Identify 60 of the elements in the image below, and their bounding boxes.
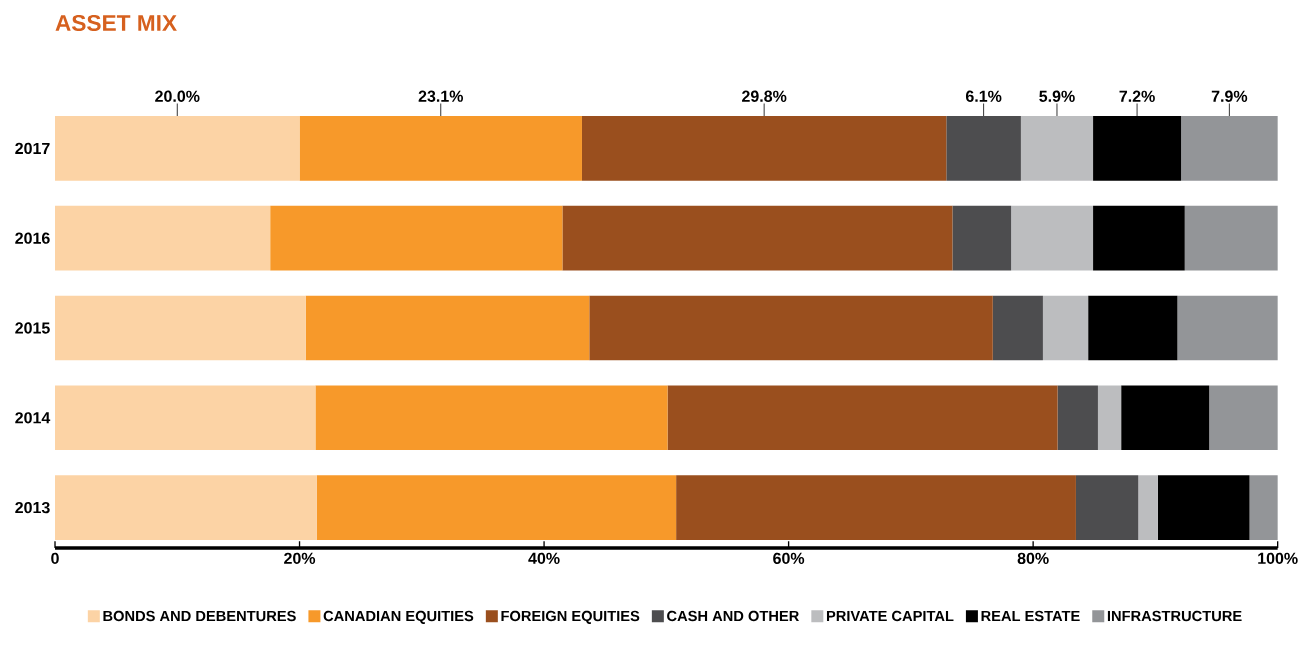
bar [55,205,271,271]
bar [55,295,306,361]
data-label: 23.1% [418,90,464,102]
bar [1121,385,1210,451]
bar [1177,295,1278,361]
legend-label: REAL ESTATE [981,610,1080,622]
bar [55,475,317,540]
bar [992,295,1043,361]
bar [1011,205,1094,271]
bar [299,116,582,181]
legend-label: BONDS AND DEBENTURES [103,610,296,622]
x-tick-label: 60% [773,552,805,565]
legend-label: PRIVATE CAPITAL [826,610,954,622]
bar [1181,116,1278,181]
chart-title: ASSET MIX [55,14,177,31]
bar [1157,475,1250,540]
bar [562,205,953,271]
data-label: 20.0% [155,90,200,102]
legend-label: CANADIAN EQUITIES [323,610,474,624]
bar [589,295,993,361]
data-label: 5.9% [1039,90,1075,102]
bar [946,116,1021,181]
bar [1057,385,1098,451]
y-tick-label: 2015 [15,322,50,334]
legend-label: FOREIGN EQUITIES [501,610,640,624]
y-tick-label: 2016 [15,232,50,244]
x-tick-label: 80% [1017,552,1049,565]
bar [1042,295,1089,361]
y-tick-label: 2014 [15,412,51,424]
bar [1088,295,1178,361]
bar [1093,205,1185,271]
bar [1209,385,1278,451]
bar [55,116,300,181]
x-tick-label: 0 [51,552,59,565]
bar [1184,205,1278,271]
bar [55,385,316,451]
bar [952,205,1012,271]
y-tick-label: 2013 [15,501,50,514]
bar [1249,475,1278,540]
x-tick-label: 20% [284,552,316,565]
bar [305,295,590,361]
y-tick-label: 2017 [15,142,50,155]
data-label: 7.2% [1119,90,1155,102]
bar [1097,385,1122,451]
x-tick-label: 40% [528,552,560,565]
legend-label: CASH AND OTHER [667,610,799,622]
data-label: 29.8% [742,90,787,102]
data-label: 7.9% [1211,90,1248,102]
bar [270,205,563,271]
bar [1020,116,1094,181]
bar [667,385,1058,451]
data-label: 6.1% [965,90,1002,102]
legend-label: INFRASTRUCTURE [1107,610,1242,622]
x-tick-label: 100% [1258,552,1298,565]
bar [1138,475,1158,540]
bar [676,475,1076,540]
bar [1075,475,1139,540]
bar [315,385,668,451]
bar [316,475,677,540]
bar [581,116,947,181]
